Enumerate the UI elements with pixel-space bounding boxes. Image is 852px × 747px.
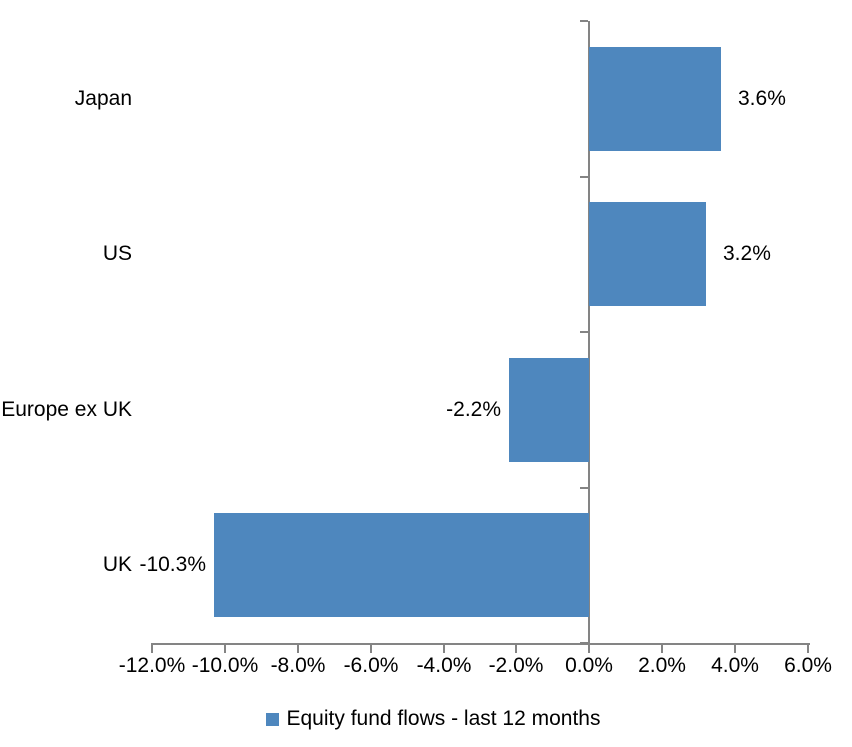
x-tick-label: -10.0% [191, 654, 259, 677]
value-label: 3.2% [723, 242, 771, 265]
legend: Equity fund flows - last 12 months [0, 703, 852, 735]
value-label: 3.6% [738, 87, 786, 110]
category-axis-tick [580, 176, 588, 178]
value-label: -2.2% [446, 398, 501, 421]
x-axis-tick [151, 643, 153, 653]
x-tick-label: 4.0% [711, 654, 759, 677]
zero-axis-line [588, 21, 590, 645]
category-label: Japan [74, 87, 132, 110]
value-label: -10.3% [139, 553, 206, 576]
x-tick-label: 2.0% [638, 654, 686, 677]
category-axis-tick [580, 487, 588, 489]
legend-color-swatch [265, 712, 279, 726]
x-axis-tick [734, 643, 736, 653]
category-label: US [102, 242, 132, 265]
x-tick-label: -4.0% [416, 654, 472, 677]
x-axis-line [152, 643, 810, 645]
category-axis-tick [580, 20, 588, 22]
category-axis-tick [580, 331, 588, 333]
x-axis-tick [370, 643, 372, 653]
x-axis-tick [297, 643, 299, 653]
bar [589, 202, 706, 306]
x-axis-tick [807, 643, 809, 653]
x-axis-tick [443, 643, 445, 653]
x-tick-label: -12.0% [118, 654, 186, 677]
x-tick-label: -8.0% [270, 654, 326, 677]
category-label: UK [102, 553, 132, 576]
x-axis-tick [661, 643, 663, 653]
x-tick-label: -2.0% [488, 654, 544, 677]
x-tick-label: 0.0% [565, 654, 613, 677]
category-label: Europe ex UK [1, 398, 132, 421]
bar [509, 358, 589, 462]
x-tick-label: 6.0% [784, 654, 832, 677]
x-axis-tick [515, 643, 517, 653]
x-axis-tick [224, 643, 226, 653]
x-axis-tick [588, 643, 590, 653]
bar [589, 47, 721, 151]
x-tick-label: -6.0% [343, 654, 399, 677]
bar [214, 513, 589, 617]
legend-label: Equity fund flows - last 12 months [286, 707, 601, 730]
